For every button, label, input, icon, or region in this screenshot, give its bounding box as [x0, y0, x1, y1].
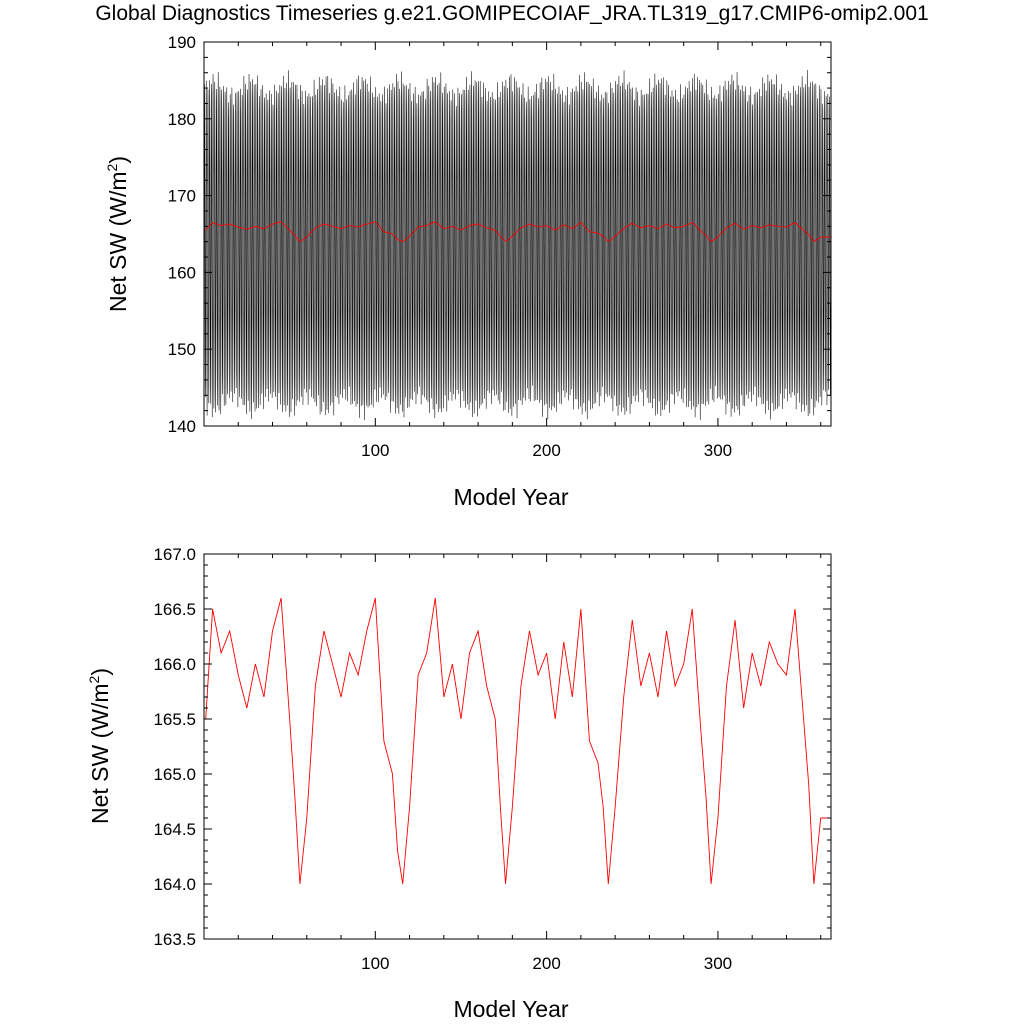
y-tick-label: 167.0: [153, 545, 196, 564]
y-tick-label: 166.5: [153, 600, 196, 619]
top-x-axis-title: Model Year: [453, 484, 568, 510]
top-plot-lines: [203, 69, 831, 421]
y-tick-label: 190: [168, 33, 196, 52]
y-tick-label: 163.5: [153, 930, 196, 949]
bottom-plot-lines: [205, 597, 831, 885]
y-tick-label: 166.0: [153, 655, 196, 674]
x-tick-label: 300: [704, 441, 732, 460]
x-tick-label: 200: [532, 441, 560, 460]
bottom-axis-ticks: [204, 553, 831, 940]
x-tick-label: 100: [361, 441, 389, 460]
annual-mean-series-line: [205, 221, 831, 243]
y-tick-label: 180: [168, 110, 196, 129]
y-tick-label: 170: [168, 187, 196, 206]
y-tick-label: 160: [168, 263, 196, 282]
y-tick-label: 140: [168, 417, 196, 436]
bottom-x-axis-title: Model Year: [453, 996, 568, 1022]
x-tick-label: 200: [532, 954, 560, 973]
y-tick-label: 164.0: [153, 875, 196, 894]
y-tick-label: 150: [168, 340, 196, 359]
top-y-axis-title: Net SW (W/m2): [104, 156, 131, 312]
bottom-panel: 100 200 300 163.5 164.0 164.5 165.0 165.5 166.0 1…: [86, 545, 832, 1022]
top-plot-frame: [203, 41, 832, 427]
x-tick-label: 100: [361, 954, 389, 973]
top-panel: 100 200 300 140 150 160 170 180 190 Model Year N…: [104, 33, 832, 510]
bottom-y-axis-title: Net SW (W/m2): [86, 668, 113, 824]
bottom-tick-labels: 100 200 300 163.5 164.0 164.5 165.0 165.5 166.0 1…: [153, 545, 732, 973]
bottom-plot-frame: [203, 553, 832, 940]
monthly-series-line: [203, 69, 831, 421]
y-tick-label: 165.0: [153, 765, 196, 784]
annual-mean-series-line: [205, 597, 831, 885]
y-tick-label: 165.5: [153, 710, 196, 729]
page-title: Global Diagnostics Timeseries g.e21.GOMI…: [95, 2, 929, 25]
x-tick-label: 300: [704, 954, 732, 973]
y-tick-label: 164.5: [153, 820, 196, 839]
top-tick-labels: 100 200 300 140 150 160 170 180 190: [168, 33, 732, 460]
